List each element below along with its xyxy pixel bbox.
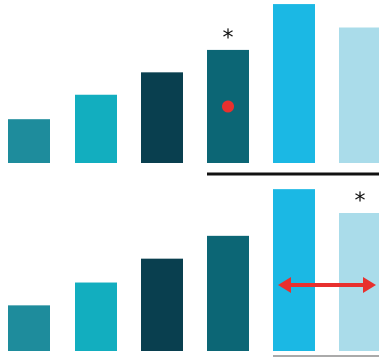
bar-p1-2: [75, 94, 117, 163]
bar-p2-3: [141, 258, 183, 351]
double-arrow-head-left: [278, 277, 291, 293]
double-arrow-head-right: [363, 277, 376, 293]
bar-p2-1: [8, 305, 50, 351]
bar-p2-2: [75, 282, 117, 351]
bar-p1-5: [273, 4, 315, 164]
bar-p1-6: [339, 27, 379, 163]
bar-p2-4: [207, 235, 249, 351]
asterisk-annotation-p1: *: [223, 26, 234, 51]
bar-p1-3: [141, 72, 183, 163]
asterisk-annotation-p2: *: [355, 189, 366, 214]
bar-p2-6: [339, 213, 379, 351]
bar-p1-1: [8, 119, 50, 163]
red-dot-marker: [222, 100, 234, 113]
bar-p2-5: [273, 189, 315, 351]
